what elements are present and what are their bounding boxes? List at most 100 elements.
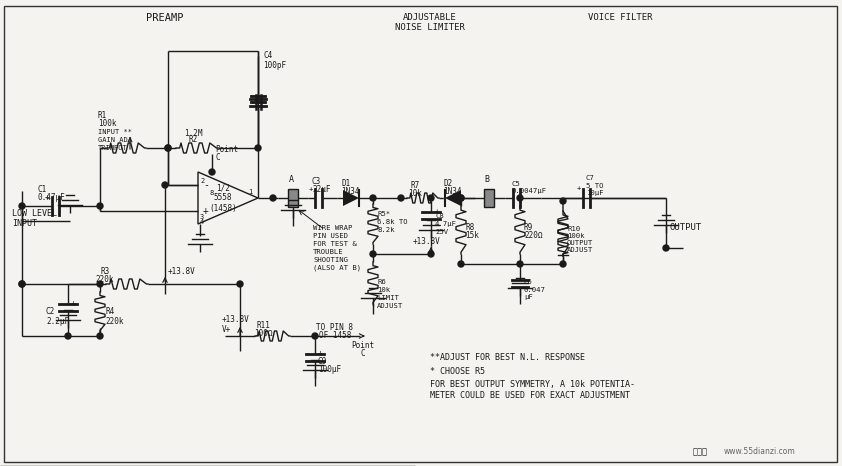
Circle shape [428,195,434,201]
Text: 1/2: 1/2 [216,184,230,192]
Text: OUTPUT: OUTPUT [567,240,594,246]
Bar [288,189,298,207]
Text: WIRE WRAP: WIRE WRAP [313,225,352,231]
Text: 8: 8 [210,190,214,196]
Text: B: B [484,176,489,185]
Circle shape [458,261,464,267]
Text: 3: 3 [200,214,205,220]
Circle shape [97,281,103,287]
Text: **ADJUST FOR BEST N.L. RESPONSE: **ADJUST FOR BEST N.L. RESPONSE [430,354,585,363]
Polygon shape [343,190,359,206]
Text: www.55dianzi.com: www.55dianzi.com [724,447,796,457]
Text: TRIMPOT: TRIMPOT [98,145,128,151]
Text: R11: R11 [256,322,270,330]
Text: ADJUST: ADJUST [567,247,594,253]
Text: R9: R9 [524,224,533,233]
Text: SHOOTING: SHOOTING [313,257,348,263]
Text: 1: 1 [248,189,253,195]
Text: 6.8k TO: 6.8k TO [377,219,408,225]
Text: R6: R6 [377,279,386,285]
Text: R8: R8 [465,224,474,233]
Text: C4: C4 [263,52,272,61]
Text: (1458): (1458) [209,204,237,212]
Text: LOW LEVEL: LOW LEVEL [12,210,57,219]
Text: C8: C8 [435,213,444,219]
Text: R2: R2 [189,136,198,144]
Text: +: + [309,186,313,192]
Text: +: + [318,349,322,357]
Text: PIN USED: PIN USED [313,233,348,239]
Text: METER COULD BE USED FOR EXACT ADJUSTMENT: METER COULD BE USED FOR EXACT ADJUSTMENT [430,391,630,400]
Text: +: + [45,192,50,201]
Text: R4: R4 [105,308,115,316]
Text: C3: C3 [312,178,322,186]
Text: C9: C9 [318,357,328,366]
Text: (ALSO AT B): (ALSO AT B) [313,265,361,271]
Circle shape [517,195,523,201]
Text: 22μF: 22μF [312,185,331,194]
Text: R5*: R5* [377,211,390,217]
Text: +13.8V: +13.8V [168,267,195,276]
Text: 桂线图: 桂线图 [692,447,707,457]
Circle shape [560,261,566,267]
Circle shape [458,195,464,201]
Text: 100μF: 100μF [318,365,341,375]
Circle shape [237,281,243,287]
Text: 8.2k: 8.2k [377,227,395,233]
Circle shape [97,203,103,209]
Circle shape [370,195,376,201]
Circle shape [370,251,376,257]
Circle shape [517,261,523,267]
Text: Point: Point [351,342,375,350]
Text: FOR TEST &: FOR TEST & [313,241,357,247]
Text: R7: R7 [410,181,419,191]
Text: C1: C1 [37,185,46,194]
Text: 2: 2 [200,178,205,184]
Text: 1N34: 1N34 [443,186,461,196]
Text: 1N34: 1N34 [341,186,360,196]
Text: 0.47μF: 0.47μF [37,193,65,203]
Text: 4.7μF: 4.7μF [435,221,457,227]
Text: C: C [360,350,365,358]
Circle shape [19,203,25,209]
Text: +13.8V: +13.8V [222,315,250,324]
Text: 220Ω: 220Ω [524,232,542,240]
Text: -: - [203,180,209,190]
Text: 0.0047μF: 0.0047μF [511,188,546,194]
Text: C7: C7 [586,175,594,181]
Text: +: + [577,185,581,191]
Text: INPUT **: INPUT ** [98,129,132,135]
Circle shape [165,145,171,151]
Circle shape [560,198,566,204]
Text: 10μF: 10μF [586,190,604,196]
Text: GAIN ADJ: GAIN ADJ [98,137,132,143]
Text: 10k: 10k [408,189,422,198]
Text: Point: Point [215,145,238,155]
Text: OF 1458: OF 1458 [319,330,351,340]
Text: C: C [215,153,220,163]
Circle shape [270,195,276,201]
Text: R10: R10 [567,226,580,232]
Text: +: + [435,208,440,214]
Text: NOISE LIMITER: NOISE LIMITER [395,23,465,33]
Text: ADJUST: ADJUST [377,303,403,309]
Text: 15k: 15k [465,232,479,240]
Text: VOICE FILTER: VOICE FILTER [588,14,653,22]
Bar [484,189,494,207]
Circle shape [19,281,25,287]
Circle shape [209,169,215,175]
Text: +13.8V: +13.8V [413,237,440,246]
Text: C6: C6 [524,279,533,285]
Text: PREAMP: PREAMP [147,13,184,23]
Text: C5: C5 [511,181,520,187]
Text: INPUT: INPUT [12,219,37,228]
Circle shape [312,333,318,339]
Text: μF: μF [524,294,533,300]
Text: 2.2μF: 2.2μF [46,316,69,325]
Text: 1.2M: 1.2M [184,129,202,137]
Text: OUTPUT: OUTPUT [669,224,701,233]
Text: 10k: 10k [377,287,390,293]
Text: ADJUSTABLE: ADJUSTABLE [403,14,457,22]
Text: * CHOOSE R5: * CHOOSE R5 [430,368,485,377]
Polygon shape [445,190,461,206]
